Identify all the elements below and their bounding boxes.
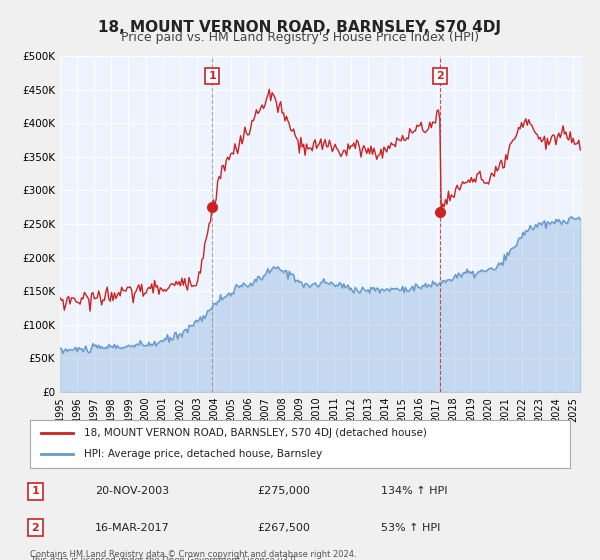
- Text: 2: 2: [436, 71, 444, 81]
- Text: 18, MOUNT VERNON ROAD, BARNSLEY, S70 4DJ (detached house): 18, MOUNT VERNON ROAD, BARNSLEY, S70 4DJ…: [84, 428, 427, 438]
- Text: 1: 1: [32, 487, 39, 496]
- Text: £275,000: £275,000: [257, 487, 310, 496]
- Text: 20-NOV-2003: 20-NOV-2003: [95, 487, 169, 496]
- Text: Contains HM Land Registry data © Crown copyright and database right 2024.: Contains HM Land Registry data © Crown c…: [30, 550, 356, 559]
- Text: HPI: Average price, detached house, Barnsley: HPI: Average price, detached house, Barn…: [84, 449, 322, 459]
- Text: 16-MAR-2017: 16-MAR-2017: [95, 523, 170, 533]
- Text: 2: 2: [32, 523, 39, 533]
- Text: £267,500: £267,500: [257, 523, 310, 533]
- Text: 18, MOUNT VERNON ROAD, BARNSLEY, S70 4DJ: 18, MOUNT VERNON ROAD, BARNSLEY, S70 4DJ: [98, 20, 502, 35]
- Text: This data is licensed under the Open Government Licence v3.0.: This data is licensed under the Open Gov…: [30, 556, 298, 560]
- Text: 134% ↑ HPI: 134% ↑ HPI: [381, 487, 448, 496]
- Text: 53% ↑ HPI: 53% ↑ HPI: [381, 523, 440, 533]
- Text: Price paid vs. HM Land Registry's House Price Index (HPI): Price paid vs. HM Land Registry's House …: [121, 31, 479, 44]
- Text: 1: 1: [208, 71, 216, 81]
